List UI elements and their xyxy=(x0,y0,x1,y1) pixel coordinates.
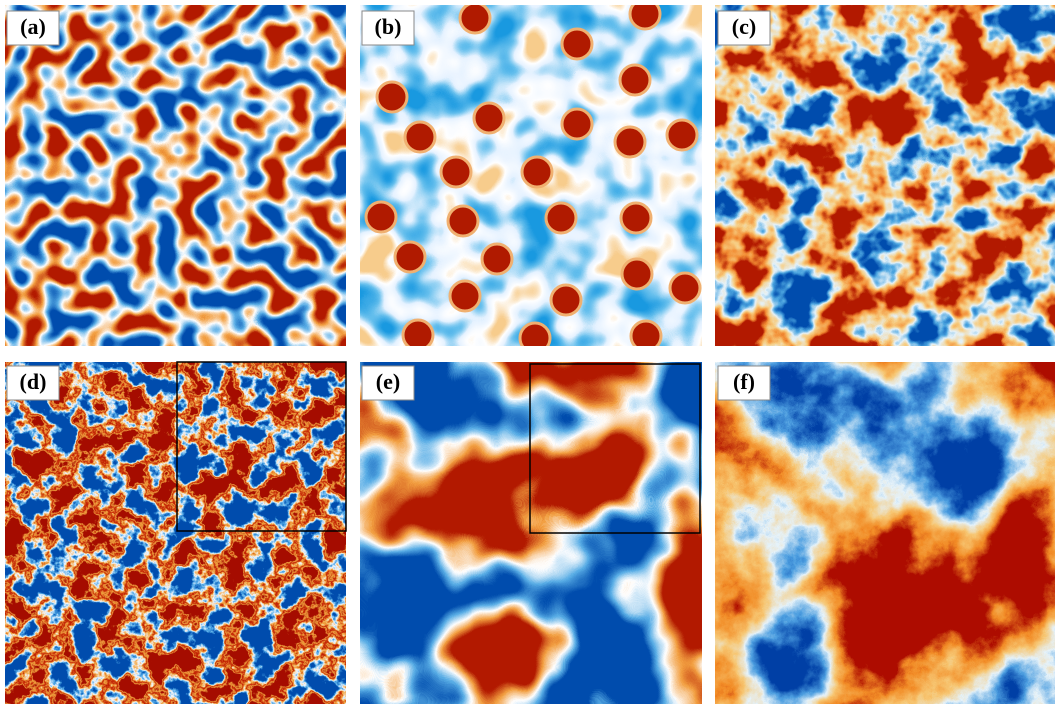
figure: (a) (b) (c) (d) (e) (f) xyxy=(0,0,1055,704)
vortex-blob xyxy=(562,109,592,139)
vortex-blob xyxy=(377,82,407,112)
panel-label: (b) xyxy=(362,11,414,45)
vortex-blob xyxy=(546,203,576,233)
label-text: (d) xyxy=(20,369,47,394)
vortex-blob xyxy=(562,29,592,59)
panel-label: (f) xyxy=(718,366,770,400)
field-panel-c xyxy=(715,5,1055,346)
vortex-blob xyxy=(630,0,660,29)
vortex-blob xyxy=(667,120,697,150)
vortex-blob xyxy=(620,65,650,95)
vortex-blob xyxy=(405,122,435,152)
vortex-blob xyxy=(551,285,581,315)
vortex-blob xyxy=(366,202,396,232)
vortex-blob xyxy=(482,244,512,274)
vortex-blob xyxy=(403,320,433,350)
label-text: (c) xyxy=(732,14,756,39)
panel-label: (e) xyxy=(362,366,414,400)
panel-label: (c) xyxy=(718,11,770,45)
vortex-blob xyxy=(621,203,651,233)
vortex-blob xyxy=(441,157,471,187)
vortex-blob xyxy=(450,281,480,311)
vortex-blob xyxy=(622,259,652,289)
vortex-blob xyxy=(474,103,504,133)
panel-label: (a) xyxy=(7,11,59,45)
field-panel-a xyxy=(5,5,346,346)
label-text: (f) xyxy=(733,369,755,394)
vortex-blob xyxy=(615,127,645,157)
panel-label: (d) xyxy=(7,366,59,400)
vortex-blob xyxy=(395,242,425,272)
page: (a) (b) (c) (d) (e) (f) (() => { const d… xyxy=(0,0,1055,704)
field-panel-d xyxy=(5,362,346,704)
vortex-blob xyxy=(522,157,552,187)
vortex-blob xyxy=(631,321,661,351)
vortex-blob xyxy=(460,3,490,33)
label-text: (e) xyxy=(376,369,400,394)
vortex-blob xyxy=(670,273,700,303)
label-text: (b) xyxy=(375,14,402,39)
field-panel-f xyxy=(715,362,1055,704)
vortex-blob xyxy=(520,323,550,353)
vortex-blob xyxy=(448,206,478,236)
label-text: (a) xyxy=(20,14,46,39)
